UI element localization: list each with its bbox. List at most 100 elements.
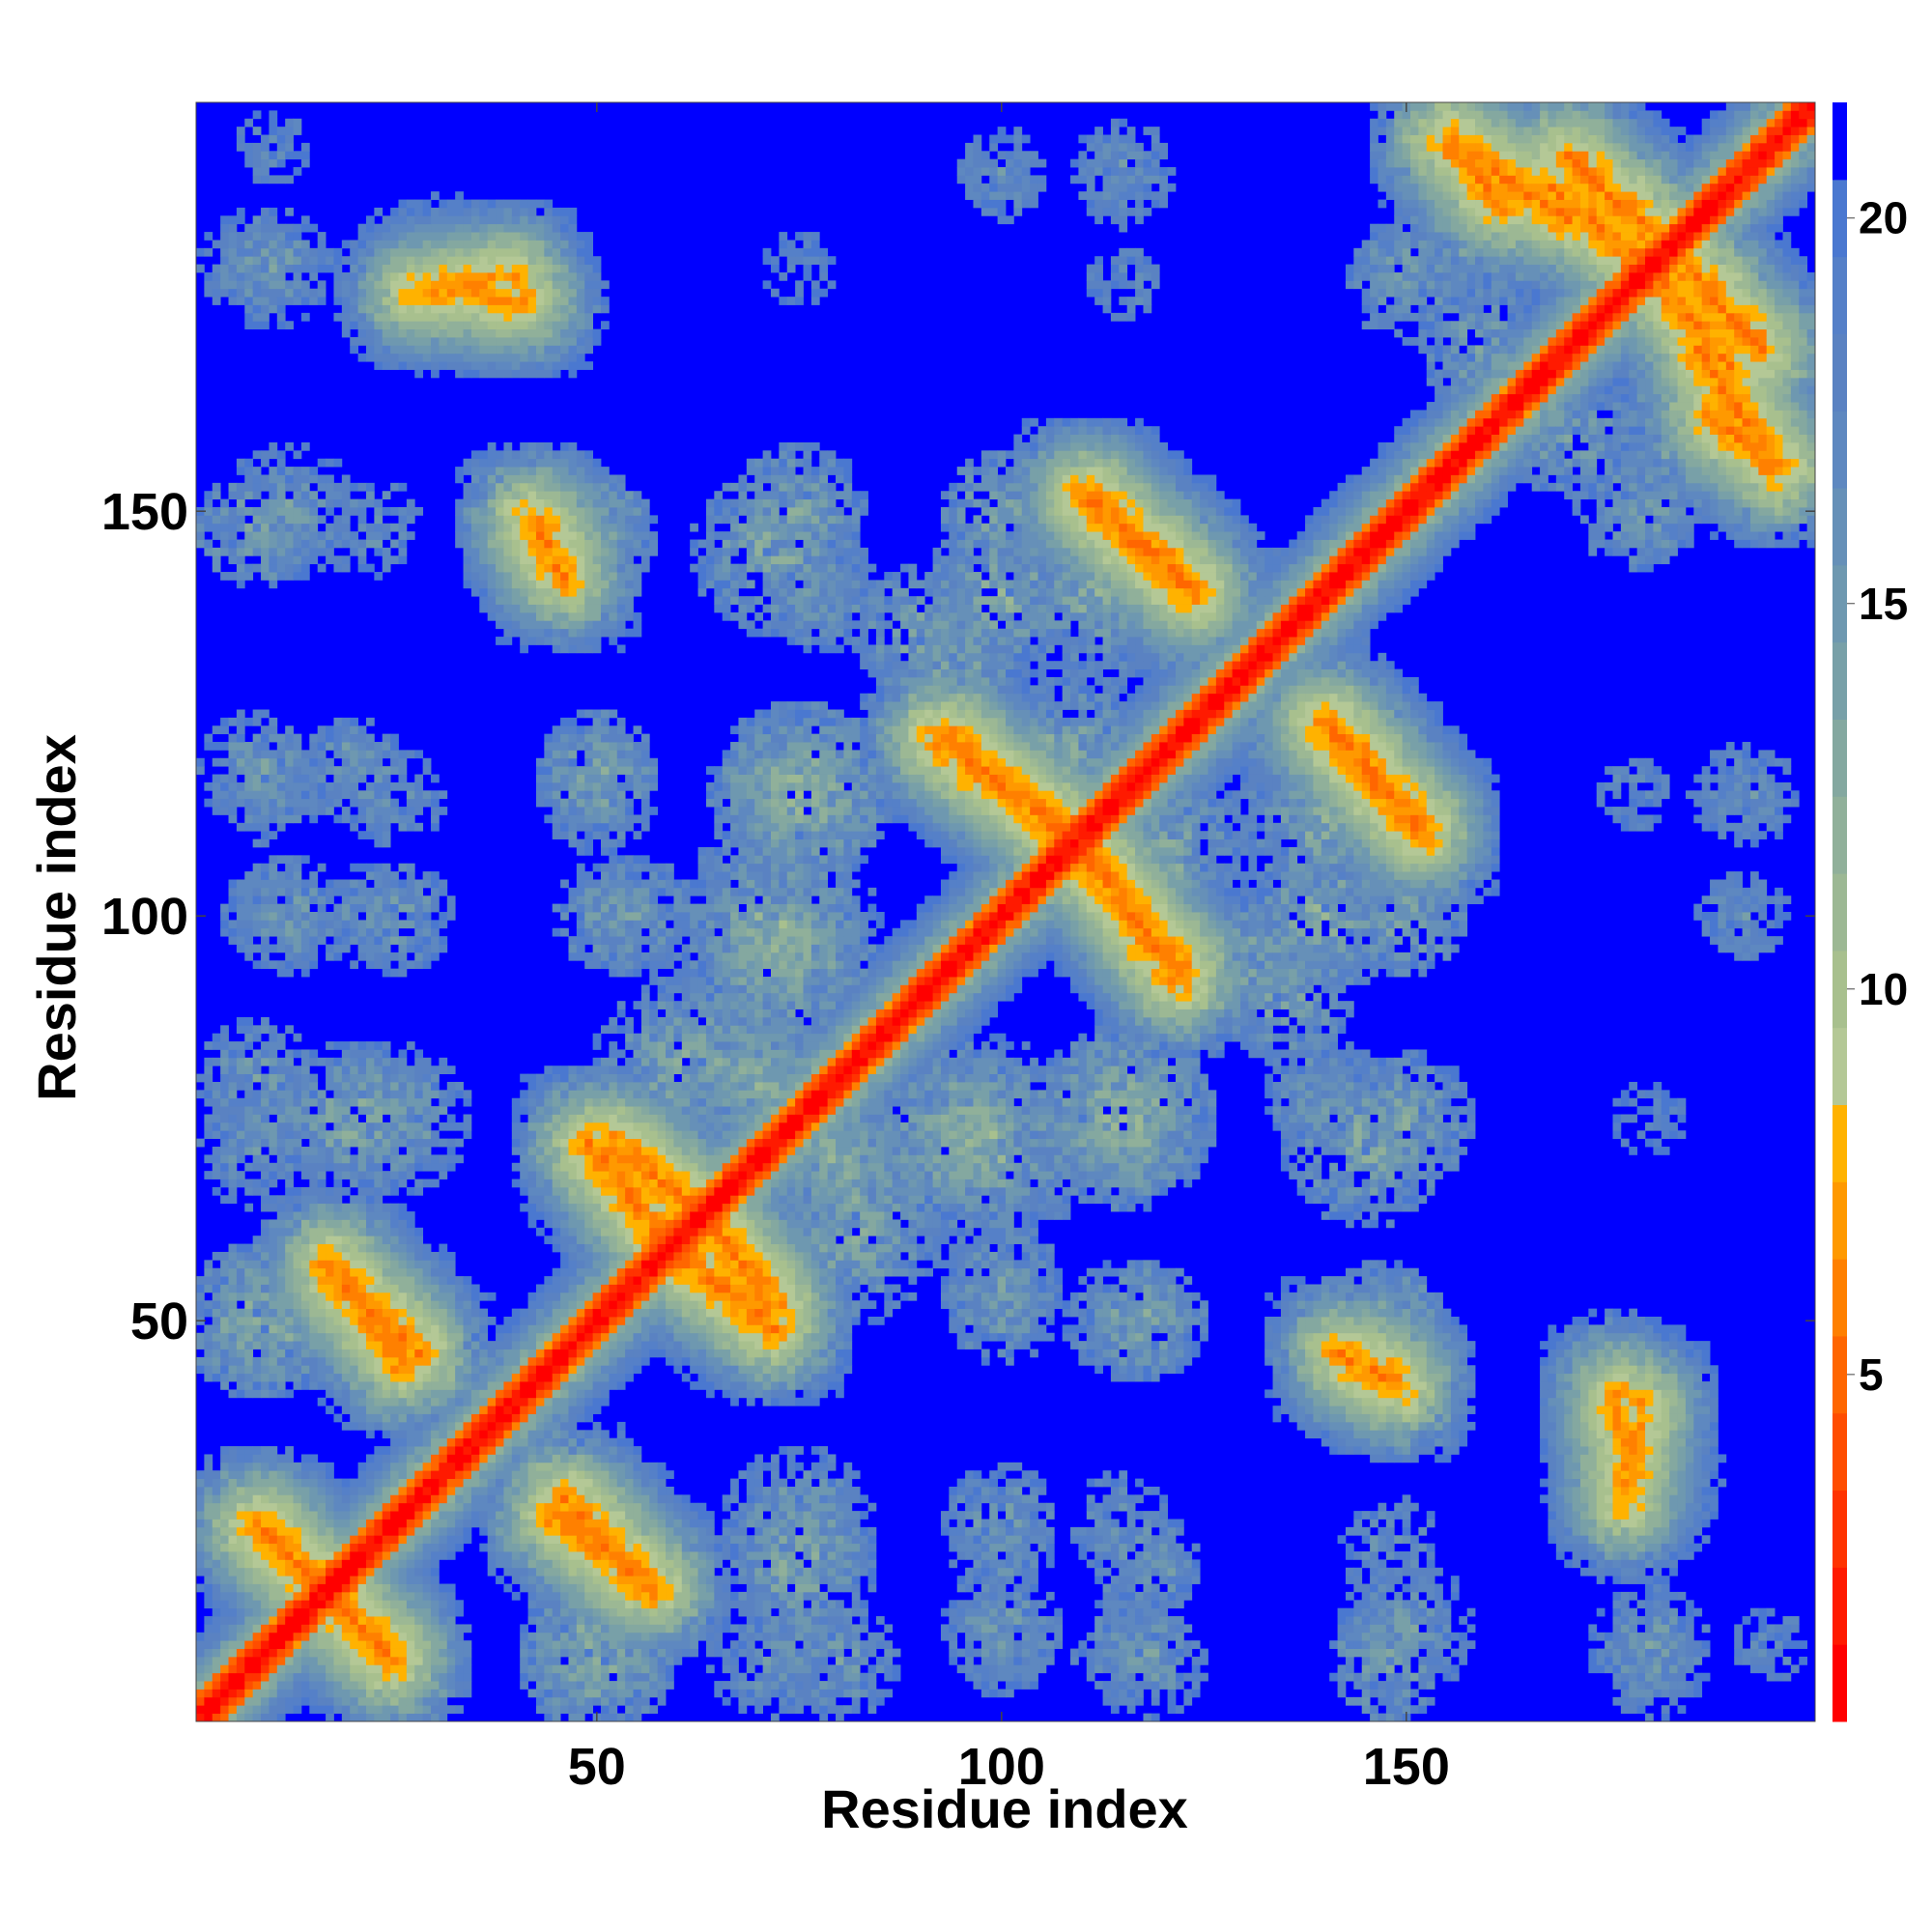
heatmap-cell: [244, 1389, 254, 1399]
heatmap-cell: [350, 1292, 358, 1301]
heatmap-cell: [544, 247, 554, 257]
heatmap-cell: [285, 1122, 294, 1131]
heatmap-cell: [252, 1535, 262, 1545]
heatmap-cell: [269, 1317, 278, 1325]
heatmap-cell: [293, 1502, 302, 1512]
heatmap-cell: [463, 1624, 472, 1634]
heatmap-cell: [269, 1607, 278, 1617]
heatmap-cell: [244, 1057, 254, 1066]
heatmap-cell: [357, 742, 367, 751]
heatmap-cell: [317, 1186, 327, 1196]
heatmap-cell: [382, 1454, 391, 1463]
heatmap-cell: [293, 781, 302, 791]
heatmap-cell: [463, 1494, 472, 1504]
heatmap-cell: [252, 1365, 262, 1375]
heatmap-cell: [382, 1656, 391, 1665]
heatmap-cell: [244, 1664, 254, 1674]
heatmap-cell: [390, 742, 399, 751]
heatmap-cell: [398, 223, 408, 233]
heatmap-cell: [228, 903, 238, 913]
heatmap-cell: [212, 1154, 221, 1164]
heatmap-cell: [414, 1591, 424, 1601]
heatmap-cell: [527, 1324, 537, 1334]
heatmap-cell: [350, 1632, 358, 1641]
heatmap-cell: [455, 1664, 464, 1674]
heatmap-cell: [236, 1454, 245, 1463]
heatmap-cell: [398, 1227, 408, 1236]
heatmap-cell: [357, 264, 367, 273]
heatmap-cell: [535, 515, 545, 525]
heatmap-cell: [446, 895, 456, 905]
heatmap-cell: [276, 247, 286, 257]
heatmap-cell: [390, 1437, 399, 1447]
heatmap-cell: [390, 539, 399, 549]
heatmap-cell: [309, 1478, 319, 1488]
heatmap-cell: [439, 1430, 448, 1439]
heatmap-cell: [431, 337, 440, 346]
heatmap-cell: [544, 1462, 554, 1471]
heatmap-cell: [341, 879, 351, 889]
heatmap-cell: [390, 223, 399, 233]
heatmap-cell: [341, 1349, 351, 1358]
heatmap-cell: [374, 1373, 384, 1382]
heatmap-cell: [560, 1494, 569, 1504]
heatmap-cell: [261, 1373, 270, 1382]
heatmap-cell: [236, 1696, 245, 1706]
heatmap-cell: [220, 1300, 229, 1310]
heatmap-cell: [527, 223, 537, 233]
heatmap-cell: [520, 482, 528, 492]
heatmap-cell: [236, 1389, 245, 1399]
heatmap-cell: [357, 1413, 367, 1423]
heatmap-cell: [269, 774, 278, 783]
heatmap-cell: [503, 1454, 513, 1463]
heatmap-cell: [333, 1081, 343, 1091]
heatmap-cell: [487, 539, 497, 549]
heatmap-cell: [560, 1583, 569, 1593]
heatmap-cell: [544, 814, 554, 824]
heatmap-cell: [244, 927, 254, 937]
heatmap-cell: [212, 507, 221, 516]
heatmap-cell: [228, 1583, 238, 1593]
heatmap-cell: [390, 1317, 399, 1325]
heatmap-cell: [431, 215, 440, 225]
heatmap-cell: [276, 458, 286, 468]
heatmap-cell: [552, 790, 561, 800]
heatmap-cell: [212, 1292, 221, 1301]
heatmap-cell: [300, 515, 310, 525]
heatmap-cell: [503, 207, 513, 216]
heatmap-cell: [535, 547, 545, 556]
heatmap-cell: [406, 822, 415, 832]
heatmap-cell: [520, 1567, 528, 1577]
heatmap-cell: [269, 1526, 278, 1536]
heatmap-cell: [414, 1696, 424, 1706]
heatmap-cell: [228, 271, 238, 281]
heatmap-cell: [503, 353, 513, 362]
heatmap-cell: [244, 304, 254, 314]
heatmap-cell: [300, 952, 310, 961]
heatmap-cell: [390, 1591, 399, 1601]
heatmap-cell: [544, 441, 554, 451]
heatmap-cell: [446, 1251, 456, 1261]
heatmap-cell: [422, 1065, 432, 1074]
heatmap-cell: [285, 1696, 294, 1706]
heatmap-cell: [439, 1171, 448, 1179]
heatmap-cell: [520, 1551, 528, 1560]
heatmap-cell: [446, 1356, 456, 1366]
heatmap-cell: [285, 1332, 294, 1342]
heatmap-cell: [204, 1300, 213, 1310]
heatmap-cell: [269, 1106, 278, 1115]
heatmap-cell: [487, 312, 497, 322]
heatmap-cell: [487, 1470, 497, 1479]
heatmap-cell: [326, 247, 334, 257]
heatmap-cell: [511, 223, 521, 233]
heatmap-cell: [398, 1624, 408, 1634]
heatmap-cell: [228, 1486, 238, 1495]
heatmap-cell: [520, 572, 528, 581]
heatmap-cell: [398, 1171, 408, 1179]
heatmap-cell: [527, 523, 537, 532]
heatmap-cell: [244, 1470, 254, 1479]
heatmap-cell: [326, 1478, 334, 1488]
heatmap-cell: [382, 1381, 391, 1390]
heatmap-cell: [446, 1308, 456, 1318]
heatmap-cell: [455, 507, 464, 516]
